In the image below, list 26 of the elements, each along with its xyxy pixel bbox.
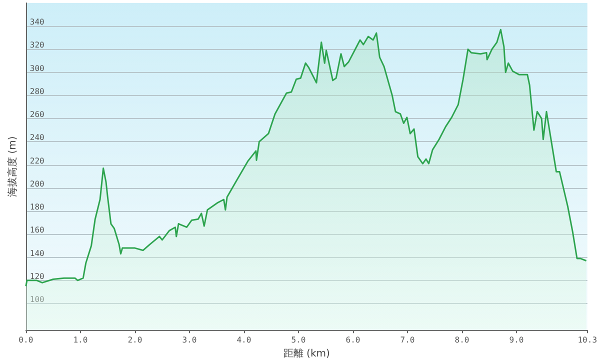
y-tick-label: 320 bbox=[30, 40, 45, 50]
x-tick-label: 4.0 bbox=[236, 336, 252, 345]
y-tick-label: 340 bbox=[30, 18, 45, 27]
x-tick-label: 3.0 bbox=[182, 336, 197, 345]
y-tick-label: 160 bbox=[30, 226, 45, 235]
x-tick-label: 2.0 bbox=[128, 336, 142, 345]
x-tick-label: 6.0 bbox=[346, 336, 360, 345]
x-tick-label: 0.0 bbox=[18, 336, 34, 345]
y-tick-label: 100 bbox=[30, 295, 45, 304]
y-tick-label: 240 bbox=[30, 133, 45, 142]
y-tick-label: 280 bbox=[30, 86, 45, 96]
y-tick-label: 120 bbox=[30, 272, 45, 281]
x-tick-label: 8.0 bbox=[454, 336, 470, 345]
y-tick-label: 140 bbox=[30, 248, 45, 258]
y-axis-title: 海拔高度 (m) bbox=[6, 136, 18, 197]
x-tick-label: 9.0 bbox=[509, 336, 524, 345]
x-tick-label: 5.0 bbox=[291, 336, 306, 345]
y-tick-label: 220 bbox=[30, 156, 45, 166]
x-axis-title: 距離 (km) bbox=[283, 348, 330, 360]
y-tick-label: 200 bbox=[30, 179, 45, 188]
x-tick-label: 10.3 bbox=[578, 336, 598, 345]
x-tick-label: 7.0 bbox=[400, 336, 415, 345]
y-tick-label: 180 bbox=[30, 202, 45, 212]
y-tick-label: 300 bbox=[30, 64, 45, 73]
y-tick-label: 260 bbox=[30, 110, 45, 120]
x-tick-label: 1.0 bbox=[73, 336, 88, 345]
